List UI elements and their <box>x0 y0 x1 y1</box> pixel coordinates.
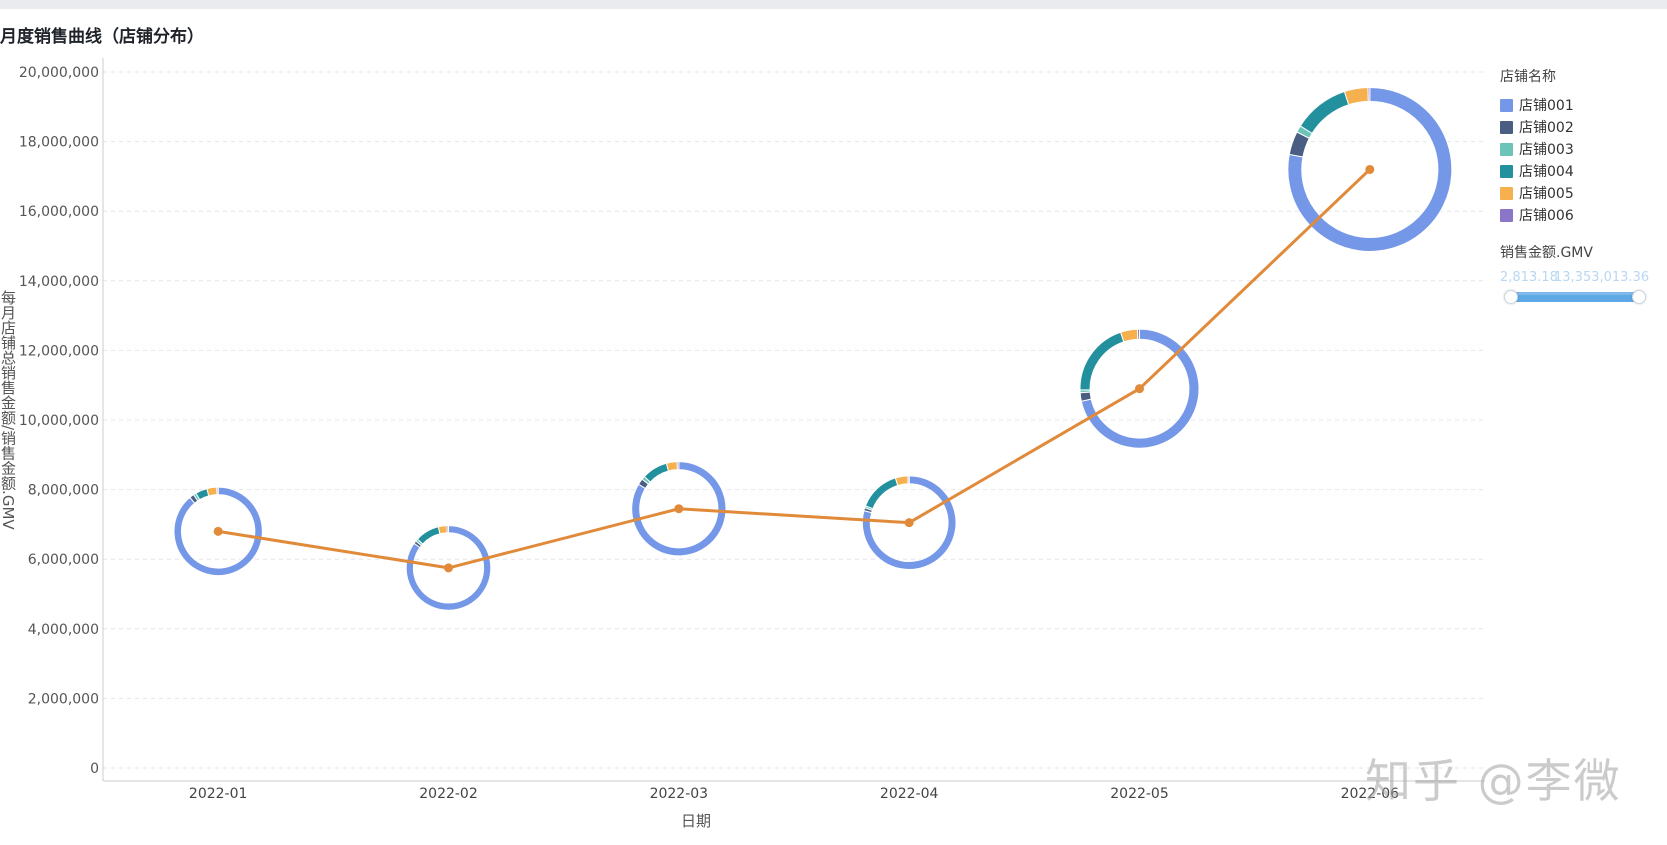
donut-slice <box>1343 86 1369 106</box>
legend-label: 店铺005 <box>1519 186 1574 202</box>
legend-swatch <box>1500 98 1513 112</box>
watermark-text: 知乎 @李微 <box>1365 754 1622 808</box>
range-max-value: 13,353,013.36 <box>1554 270 1650 285</box>
x-tick-label: 2022-05 <box>1110 786 1169 802</box>
line-series <box>217 168 1371 570</box>
legend-item-store-003[interactable]: 店铺003 <box>1500 138 1574 160</box>
legend-swatch <box>1500 164 1513 178</box>
donut-slice <box>416 526 441 545</box>
x-tick-label: 2022-03 <box>650 786 709 802</box>
donut-slice <box>676 461 680 471</box>
legend-swatch <box>1500 120 1513 134</box>
line-point <box>904 518 914 528</box>
x-tick-label: 2022-01 <box>189 786 248 802</box>
legend-swatch <box>1500 142 1513 156</box>
donut-slice <box>1299 90 1350 135</box>
donut-slice <box>437 525 448 535</box>
y-tick-label: 16,000,000 <box>19 204 99 220</box>
y-tick-label: 0 <box>90 761 99 777</box>
donut-slice <box>864 477 899 510</box>
donut-slice <box>1119 328 1139 343</box>
y-tick-label: 18,000,000 <box>19 135 99 151</box>
legend-item-store-005[interactable]: 店铺005 <box>1500 182 1574 204</box>
y-tick-label: 6,000,000 <box>28 552 99 568</box>
donut-slice <box>894 475 909 487</box>
donut-slice <box>1287 86 1453 252</box>
legend-item-store-001[interactable]: 店铺001 <box>1500 94 1574 116</box>
legend-item-store-002[interactable]: 店铺002 <box>1500 116 1574 138</box>
line-point <box>444 563 453 573</box>
donut-slice <box>446 525 449 534</box>
y-tick-label: 12,000,000 <box>19 343 99 359</box>
line-point <box>213 526 223 536</box>
y-tick-label: 10,000,000 <box>19 413 99 429</box>
y-tick-label: 14,000,000 <box>19 274 99 290</box>
donut-slice <box>1079 331 1125 391</box>
line-point <box>1365 164 1375 174</box>
range-slider-track[interactable] <box>1512 292 1637 302</box>
x-tick-label: 2022-02 <box>419 786 478 802</box>
legend-item-store-006[interactable]: 店铺006 <box>1500 204 1574 226</box>
range-title: 销售金额.GMV <box>1500 245 1593 261</box>
legend-label: 店铺006 <box>1519 208 1574 224</box>
range-min-value: 2,813.18 <box>1500 270 1558 285</box>
legend-item-store-004[interactable]: 店铺004 <box>1500 160 1574 182</box>
gmv-range-filter: 销售金额.GMV 2,813.18 13,353,013.36 <box>1500 242 1649 304</box>
y-tick-label: 4,000,000 <box>28 622 99 638</box>
donut-slice <box>206 486 218 497</box>
y-tick-label: 20,000,000 <box>19 65 99 81</box>
donut-slice <box>1367 86 1371 102</box>
donut-slice <box>216 486 219 496</box>
top-strip <box>0 0 1667 9</box>
legend-swatch <box>1500 186 1513 200</box>
legend-swatch <box>1500 208 1513 222</box>
y-tick-label: 2,000,000 <box>28 691 99 707</box>
legend-label: 店铺001 <box>1519 98 1574 114</box>
donut-slice <box>665 461 678 472</box>
donut-slice <box>1079 391 1092 402</box>
chart-title: 月度销售曲线（店铺分布） <box>0 27 204 47</box>
range-max-handle[interactable] <box>1632 290 1646 304</box>
y-tick-label: 8,000,000 <box>28 483 99 499</box>
donut-slice <box>907 475 910 485</box>
x-tick-label: 2022-06 <box>1341 786 1400 802</box>
line-point <box>674 504 684 514</box>
x-axis-title: 日期 <box>681 812 711 830</box>
legend-title: 店铺名称 <box>1500 69 1556 85</box>
legend: 店铺名称 店铺001 店铺002 店铺003 店铺004 店铺005 店铺006 <box>1500 66 1574 226</box>
legend-label: 店铺003 <box>1519 142 1574 158</box>
donut-slice <box>643 462 670 483</box>
x-tick-label: 2022-04 <box>880 786 939 802</box>
legend-label: 店铺004 <box>1519 164 1574 180</box>
line-point <box>1135 384 1144 394</box>
legend-label: 店铺002 <box>1519 120 1574 136</box>
donut-slice <box>1136 328 1140 340</box>
range-min-handle[interactable] <box>1504 290 1518 304</box>
y-axis-title: 每月店铺总销售金额/销售金额.GMV <box>0 290 17 530</box>
